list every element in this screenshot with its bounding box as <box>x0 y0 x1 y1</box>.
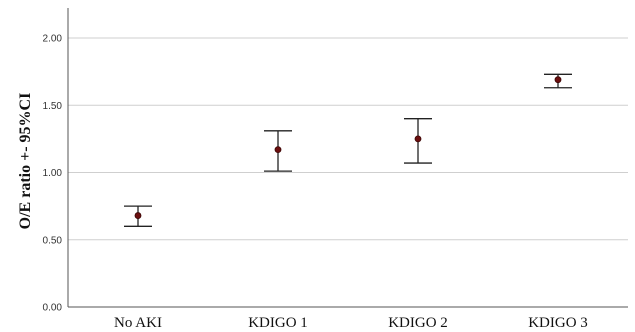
y-tick-label-2: 1.00 <box>43 168 63 179</box>
x-category-label-3: KDIGO 3 <box>528 315 588 331</box>
data-points <box>134 76 562 219</box>
y-tick-label-3: 1.50 <box>43 101 63 112</box>
error-bars <box>124 73 572 227</box>
x-category-label-2: KDIGO 2 <box>388 315 448 331</box>
x-category-label-1: KDIGO 1 <box>248 315 308 331</box>
y-axis-ticks: 0.00 0.50 1.00 1.50 2.00 <box>43 34 63 314</box>
data-point-3 <box>554 76 562 84</box>
x-category-label-0: No AKI <box>114 315 162 331</box>
x-axis-labels: No AKI KDIGO 1 KDIGO 2 KDIGO 3 <box>114 315 588 331</box>
data-point-1 <box>274 146 282 154</box>
gridlines <box>68 37 628 241</box>
y-tick-label-0: 0.00 <box>43 303 63 314</box>
data-point-2 <box>414 135 422 143</box>
axes <box>67 8 628 308</box>
y-tick-label-1: 0.50 <box>43 235 63 246</box>
data-point-0 <box>134 212 142 219</box>
y-tick-label-4: 2.00 <box>43 34 63 45</box>
y-axis-title: O/E ratio +- 95%CI <box>17 93 34 230</box>
